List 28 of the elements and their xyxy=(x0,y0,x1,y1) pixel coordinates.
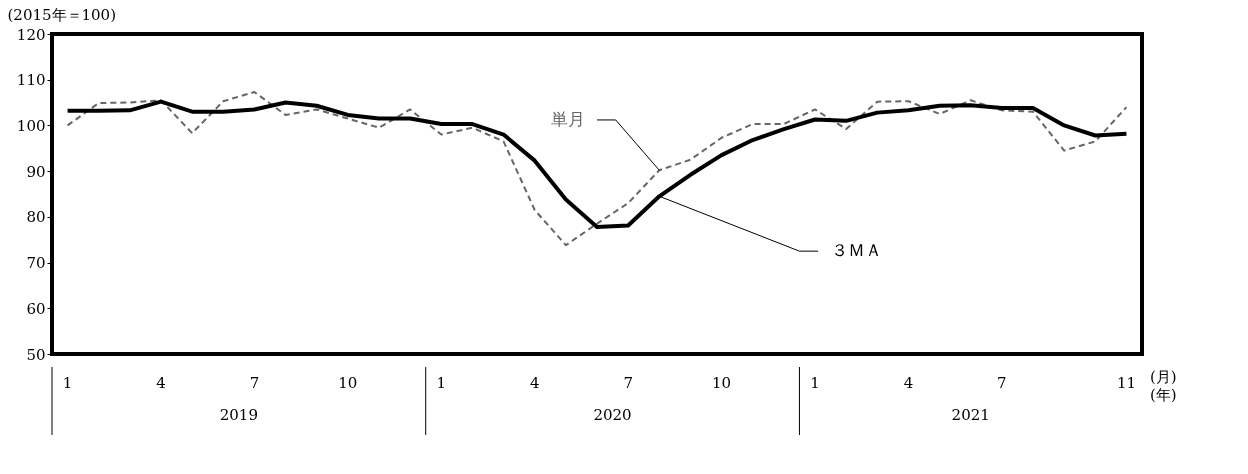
text: 2021 xyxy=(951,406,990,424)
text: (年) xyxy=(1150,386,1177,404)
text: 単月 xyxy=(550,108,585,129)
text: (月) xyxy=(1150,368,1177,386)
y-tick-label: 70 xyxy=(26,254,46,273)
x-tick-label: 1 xyxy=(62,374,73,392)
x-tick-label: 7 xyxy=(997,374,1007,392)
text: 2019 xyxy=(219,406,258,424)
y-tick-label: 80 xyxy=(26,208,46,227)
x-tick-label: 4 xyxy=(156,374,166,392)
y-tick-label: 60 xyxy=(26,299,46,318)
y-tick-label: 100 xyxy=(16,116,46,135)
text: 2020 xyxy=(593,406,632,424)
x-tick-label: 4 xyxy=(529,374,540,392)
x-tick-label: 1 xyxy=(436,374,447,392)
x-tick-label: 10 xyxy=(712,374,732,392)
x-tick-label: 10 xyxy=(338,374,358,392)
x-tick-label: 1 xyxy=(810,374,820,392)
y-tick-label: 50 xyxy=(26,345,46,364)
x-tick-label: 7 xyxy=(623,374,633,392)
y-tick-label: 90 xyxy=(26,162,46,181)
x-tick-label: 7 xyxy=(249,374,260,392)
y-tick-label: 120 xyxy=(16,25,46,44)
x-tick-label: 4 xyxy=(903,374,914,392)
y-tick-label: 110 xyxy=(16,71,46,90)
x-tick-label: 11 xyxy=(1116,374,1136,392)
y-axis-title: (2015年＝100) xyxy=(7,5,117,24)
text: ３ＭＡ xyxy=(830,240,882,261)
